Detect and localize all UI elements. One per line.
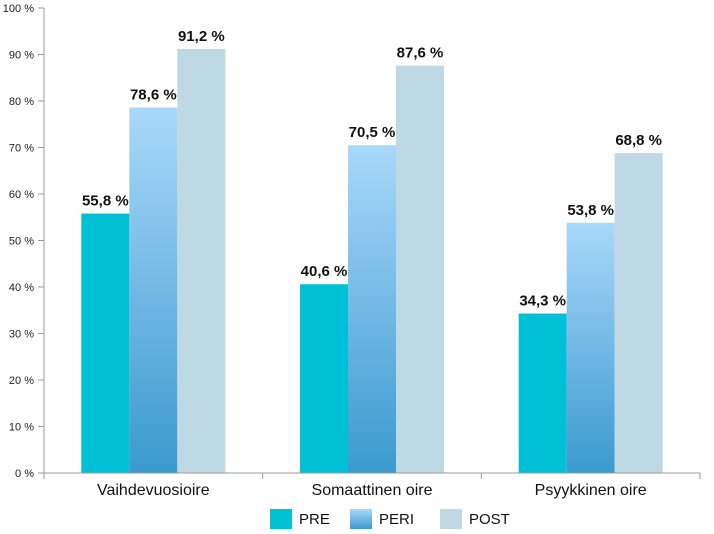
data-label-pre-3: 34,3 %	[519, 293, 566, 310]
y-axis: 0 % 10 % 20 % 30 % 40 % 50 % 60 % 70 % 80 % 90 % 1…	[3, 3, 45, 480]
data-label-peri-1: 78,6 %	[130, 87, 177, 104]
y-tick-label: 0 %	[15, 468, 34, 480]
bar-pre-1	[81, 213, 130, 473]
legend-label: POST	[469, 511, 510, 528]
y-tick-label: 20 %	[9, 375, 34, 387]
bar-pre-2	[300, 284, 348, 473]
bar-post-2	[396, 65, 444, 473]
category-label: Vaihdevuosioire	[97, 482, 210, 499]
y-tick-label: 60 %	[9, 189, 34, 201]
y-tick-label: 50 %	[9, 236, 34, 248]
legend-item-pre: PRE	[270, 509, 330, 529]
bar-post-1	[177, 48, 226, 474]
bar-peri-1	[129, 107, 178, 473]
legend-swatch	[270, 509, 292, 529]
y-tick-label: 10 %	[9, 422, 34, 434]
legend-swatch	[440, 509, 462, 529]
data-label-peri-2: 70,5 %	[349, 124, 396, 141]
y-tick-label: 80 %	[9, 96, 34, 108]
data-label-post-3: 68,8 %	[615, 132, 662, 149]
y-tick-label: 90 %	[9, 50, 34, 62]
legend-swatch	[350, 509, 372, 529]
y-tick-label: 70 %	[9, 143, 34, 155]
legend-item-post: POST	[440, 509, 510, 529]
data-label-pre-1: 55,8 %	[82, 193, 129, 210]
y-tick-label: 30 %	[9, 329, 34, 341]
data-label-post-2: 87,6 %	[397, 45, 444, 62]
data-labels: 55,8 % 78,6 % 91,2 % 40,6 % 70,5 % 87,6 % 34,3…	[82, 28, 662, 310]
data-label-peri-3: 53,8 %	[567, 202, 614, 219]
bar-pre-3	[518, 313, 567, 473]
bar-peri-2	[348, 145, 396, 474]
legend-label: PERI	[379, 511, 414, 528]
category-label: Somaattinen oire	[312, 482, 433, 499]
bar-peri-3	[566, 222, 615, 473]
x-axis: Vaihdevuosioire Somaattinen oire Psyykkine…	[43, 472, 701, 499]
data-label-post-1: 91,2 %	[178, 28, 225, 45]
data-label-pre-2: 40,6 %	[301, 263, 348, 280]
category-label: Psyykkinen oire	[535, 482, 647, 499]
y-tick-label: 100 %	[3, 3, 34, 15]
bar-post-3	[614, 153, 663, 473]
legend: PRE PERI POST	[270, 509, 510, 529]
y-tick-label: 40 %	[9, 282, 34, 294]
legend-label: PRE	[299, 511, 330, 528]
bars	[81, 48, 663, 474]
legend-item-peri: PERI	[350, 509, 414, 529]
